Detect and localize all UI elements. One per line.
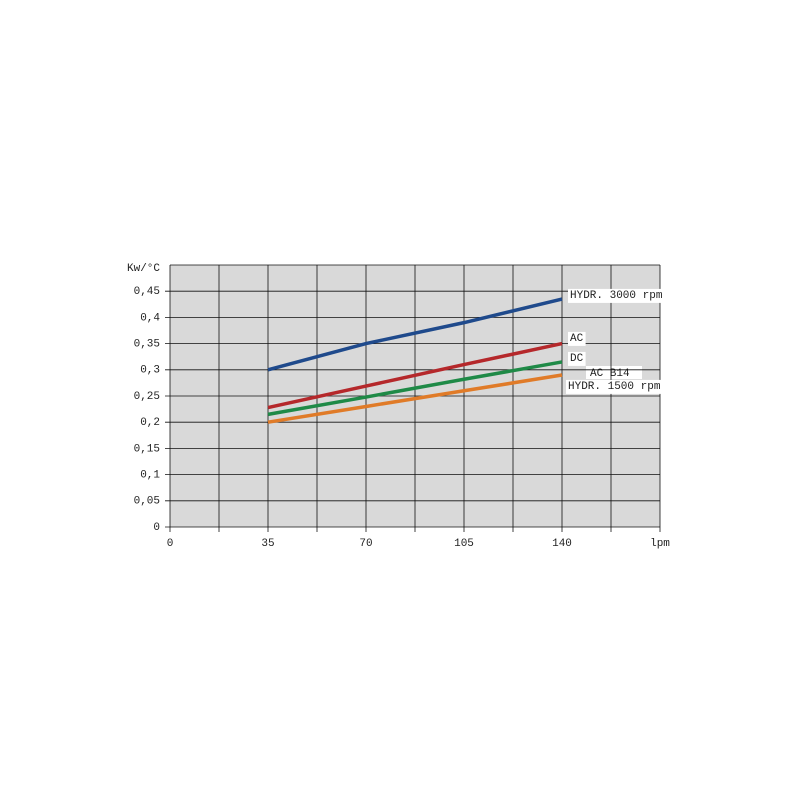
y-axis-label: Kw/°C <box>127 263 160 275</box>
series-line <box>267 341 563 410</box>
label-bg <box>566 379 663 394</box>
x-tick-label: lpm <box>650 538 670 550</box>
series-label: HYDR. 1500 rpm <box>568 381 661 393</box>
y-tick-label: 0,4 <box>140 312 160 324</box>
y-tick-label: 0,05 <box>134 496 160 508</box>
series-label: HYDR. 3000 rpm <box>570 290 663 302</box>
y-tick-label: 0,15 <box>134 443 160 455</box>
label-bg <box>568 331 586 346</box>
x-tick-label: 140 <box>552 538 572 550</box>
series-label: DC <box>570 353 584 365</box>
label-bg <box>586 366 642 379</box>
y-tick-label: 0,45 <box>134 286 160 298</box>
x-tick-label: 70 <box>359 538 372 550</box>
y-tick-label: 0,35 <box>134 339 160 351</box>
label-bg <box>568 351 586 366</box>
series-line <box>267 297 563 372</box>
y-tick-label: 0 <box>153 522 160 534</box>
label-bg <box>568 288 665 303</box>
y-tick-label: 0,1 <box>140 470 160 482</box>
annotation: AC B14 <box>590 368 630 380</box>
y-tick-label: 0,25 <box>134 391 160 403</box>
x-tick-label: 35 <box>261 538 274 550</box>
series-label: AC <box>570 333 584 345</box>
x-tick-label: 105 <box>454 538 474 550</box>
y-tick-label: 0,2 <box>140 417 160 429</box>
y-tick-label: 0,3 <box>140 365 160 377</box>
series-line <box>267 360 563 417</box>
x-tick-label: 0 <box>167 538 174 550</box>
series-line <box>267 373 563 424</box>
